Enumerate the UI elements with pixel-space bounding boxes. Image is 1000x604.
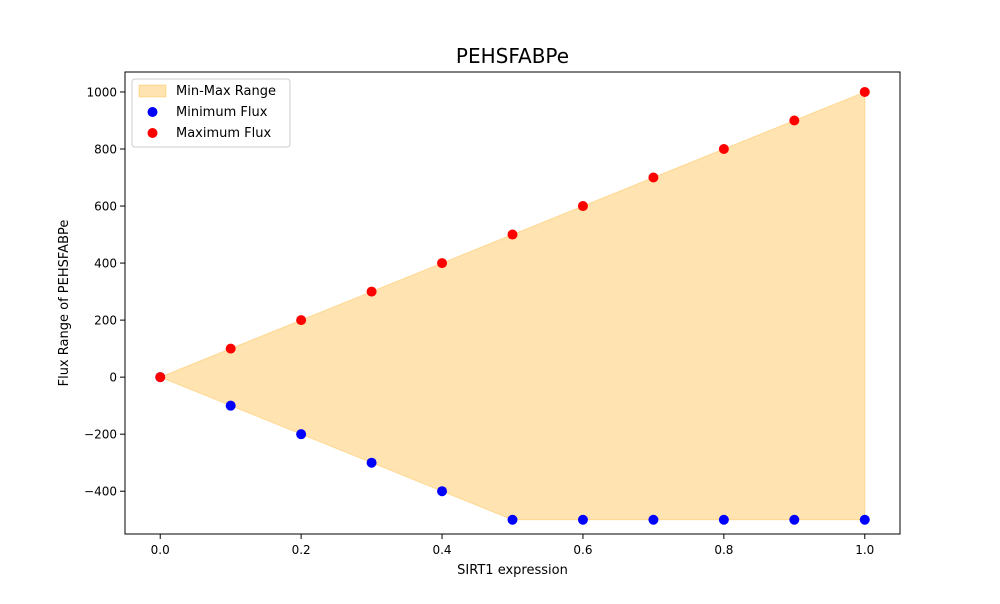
minimum-flux-point (648, 514, 659, 525)
maximum-flux-point (789, 115, 800, 126)
minimum-flux-point (718, 514, 729, 525)
y-tick-label: 1000 (86, 85, 117, 99)
y-tick-label: 800 (94, 143, 117, 157)
maximum-flux-point (507, 229, 518, 240)
x-axis-label: SIRT1 expression (457, 563, 568, 578)
x-tick-label: 1.0 (855, 543, 874, 557)
x-tick-label: 0.0 (151, 543, 170, 557)
range-fill-layer (158, 91, 866, 521)
legend-marker-minimum-flux (147, 107, 158, 117)
data-points-layer (155, 86, 870, 525)
maximum-flux-point (648, 172, 659, 183)
legend-label-maximum-flux: Maximum Flux (176, 126, 272, 141)
minimum-flux-point (296, 429, 307, 440)
chart-title: PEHSFABPe (456, 44, 569, 68)
legend-swatch-min-max-range (138, 84, 167, 98)
y-tick-label: −400 (84, 485, 117, 499)
y-tick-label: −200 (84, 428, 117, 442)
maximum-flux-point (577, 201, 588, 212)
plot-area-frame (124, 71, 901, 535)
minimum-flux-point (859, 514, 870, 525)
y-tick-label: 200 (94, 314, 117, 328)
maximum-flux-point (366, 286, 377, 297)
x-tick-label: 0.6 (573, 543, 592, 557)
minimum-flux-point (366, 457, 377, 468)
minimum-flux-point (789, 514, 800, 525)
legend-box (131, 78, 291, 148)
maximum-flux-point (155, 372, 166, 383)
x-tick-label: 0.8 (714, 543, 733, 557)
x-tick-label: 0.4 (432, 543, 451, 557)
y-axis-label: Flux Range of PEHSFABPe (57, 220, 72, 387)
y-axis-ticks: −400 −200 0 200 400 600 800 1000 (84, 85, 125, 499)
maximum-flux-point (718, 144, 729, 154)
minimum-flux-point (577, 514, 588, 525)
y-tick-label: 400 (94, 257, 117, 271)
min-max-range-area (158, 91, 866, 521)
maximum-flux-point (225, 343, 236, 354)
maximum-flux-point (437, 258, 448, 269)
y-tick-label: 0 (109, 371, 117, 385)
maximum-flux-point (296, 315, 307, 326)
legend-label-minimum-flux: Minimum Flux (176, 105, 268, 120)
legend-marker-maximum-flux (147, 128, 158, 138)
legend: Min-Max Range Minimum Flux Maximum Flux (131, 78, 291, 148)
minimum-flux-point (437, 486, 448, 497)
legend-label-min-max-range: Min-Max Range (176, 84, 276, 99)
minimum-flux-point (507, 514, 518, 525)
x-tick-label: 0.2 (292, 543, 311, 557)
maximum-flux-point (859, 86, 870, 97)
minimum-flux-point (225, 400, 236, 411)
x-axis-ticks: 0.0 0.2 0.4 0.6 0.8 1.0 (151, 534, 874, 557)
y-tick-label: 600 (94, 200, 117, 214)
